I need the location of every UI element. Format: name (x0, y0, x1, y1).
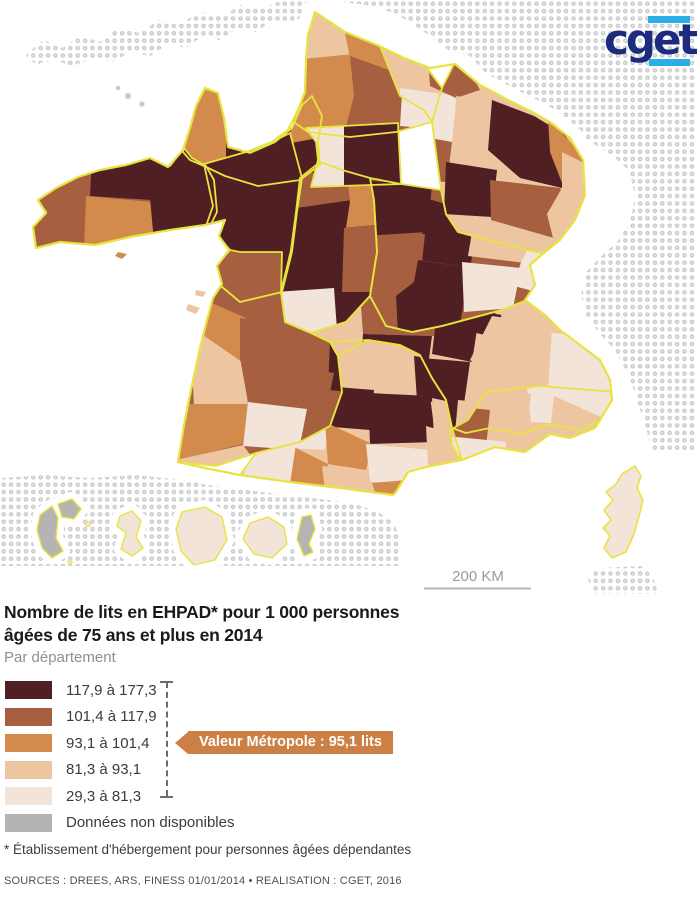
legend-row: Données non disponibles (5, 813, 235, 832)
map-subtitle: Par département (4, 649, 116, 666)
legend: 117,9 à 177,3 101,4 à 117,9 93,1 à 101,4… (5, 681, 234, 840)
map-department (470, 316, 562, 384)
legend-label: 117,9 à 177,3 (66, 681, 157, 699)
legend-label: 93,1 à 101,4 (66, 734, 150, 752)
footnote: * Établissement d'hébergement pour perso… (4, 842, 412, 857)
overseas-inset (296, 514, 316, 557)
map-department (190, 326, 248, 406)
legend-bracket-line (166, 682, 168, 796)
legend-swatch (5, 681, 52, 699)
channel-island-speck (125, 93, 131, 99)
legend-bracket-tick-bottom (160, 796, 173, 798)
islet (115, 252, 127, 259)
legend-label: 29,3 à 81,3 (66, 787, 142, 805)
callout-text: Valeur Métropole : 95,1 lits (188, 731, 393, 754)
map-department (454, 96, 494, 152)
channel-island-speck (139, 101, 145, 107)
overseas-islet (67, 559, 73, 565)
map-department (444, 162, 497, 217)
map-department (462, 262, 521, 312)
overseas-inset (116, 510, 144, 557)
legend-row: 81,3 à 93,1 (5, 760, 234, 779)
map-department (484, 390, 531, 440)
title-line2: âgées de 75 ans et plus en 2014 (4, 625, 263, 645)
legend-label: 101,4 à 117,9 (66, 708, 157, 725)
map-department (325, 422, 372, 470)
legend-swatch (5, 813, 52, 832)
overseas-inset (242, 516, 288, 559)
metropole-callout: Valeur Métropole : 95,1 lits (175, 731, 393, 754)
map-department (240, 358, 334, 412)
map-title: Nombre de lits en EHPAD* pour 1 000 pers… (4, 601, 399, 647)
overseas-inset (36, 505, 64, 559)
england-dots (26, 0, 312, 66)
map-department (370, 234, 425, 284)
islet (195, 290, 206, 297)
map-department (396, 260, 470, 332)
overseas-islet (84, 520, 92, 528)
legend-swatch (5, 707, 52, 726)
legend-swatch (5, 760, 52, 779)
overseas-inset (57, 498, 82, 520)
france-map-svg: 200 KM (0, 0, 697, 596)
scale-label: 200 KM (452, 568, 504, 585)
legend-label: 81,3 à 93,1 (66, 761, 142, 778)
logo-bar-bottom-icon (649, 59, 690, 66)
legend-row: 117,9 à 177,3 (5, 681, 234, 699)
overseas-inset (175, 506, 228, 566)
france-coast-border (31, 10, 614, 497)
cget-logo: cget (604, 14, 697, 70)
legend-swatch (5, 734, 52, 752)
legend-swatch (5, 787, 52, 805)
sardinia-dots (588, 566, 658, 594)
departments-layer (33, 12, 612, 495)
callout-arrow-icon (175, 731, 188, 754)
legend-bracket-tick-top (160, 681, 173, 683)
map-department (240, 318, 290, 366)
map-region (370, 178, 546, 332)
map-department (370, 180, 432, 236)
logo-bar-top-icon (648, 16, 690, 23)
europe-east-dots (330, 0, 697, 452)
map-department (178, 404, 248, 460)
map-department (368, 393, 436, 444)
map-department (292, 202, 350, 246)
region-border (305, 122, 402, 188)
legend-row: 101,4 à 117,9 (5, 707, 234, 726)
map-department (243, 402, 307, 450)
legend-label: Données non disponibles (66, 814, 235, 831)
france-choropleth-map: 200 KM (0, 0, 697, 596)
map-department (344, 123, 401, 187)
channel-island-speck (115, 85, 121, 91)
corsica (602, 465, 644, 559)
sources-line: SOURCES : DREES, ARS, FINESS 01/01/2014 … (4, 875, 402, 887)
map-region (306, 123, 401, 187)
legend-row: 93,1 à 101,4 (5, 734, 234, 752)
logo-text: cget (604, 15, 697, 64)
map-department (214, 250, 284, 322)
region-border (310, 285, 612, 435)
legend-row: 29,3 à 81,3 (5, 787, 234, 805)
title-line1: Nombre de lits en EHPAD* pour 1 000 pers… (4, 602, 400, 622)
islet (186, 304, 200, 314)
